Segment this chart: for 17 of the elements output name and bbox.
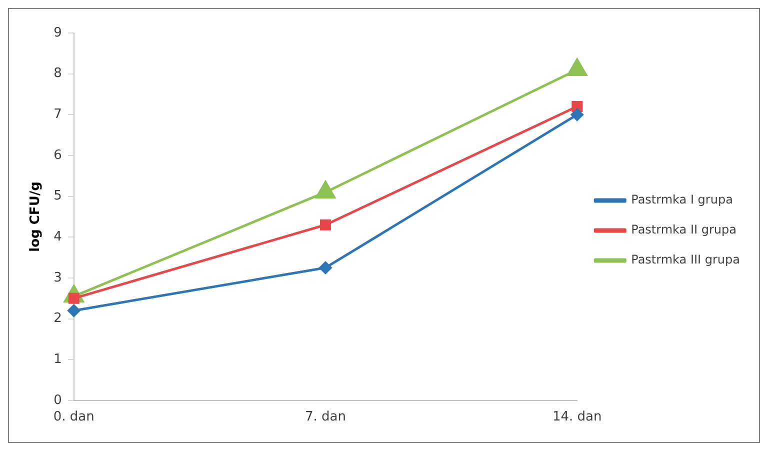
legend-label: Pastrmka II grupa (631, 222, 736, 237)
y-tick-label: 8 (54, 66, 62, 82)
y-tick-label: 4 (54, 229, 62, 244)
x-tick-label: 7. dan (304, 410, 346, 425)
y-tick-label: 7 (54, 107, 62, 122)
y-axis-title: log CFU/g (28, 182, 44, 252)
y-tick-label: 9 (54, 25, 62, 40)
x-tick-label: 0. dan (53, 410, 94, 425)
y-tick-label: 2 (54, 311, 62, 326)
y-tick-label: 5 (54, 188, 62, 204)
legend-label: Pastrmka I grupa (631, 192, 733, 207)
x-tick-label: 14. dan (552, 410, 602, 425)
y-tick-label: 0 (54, 392, 62, 408)
legend-label: Pastrmka III grupa (631, 252, 740, 267)
y-tick-label: 6 (54, 148, 62, 163)
y-tick-label: 3 (54, 270, 62, 286)
y-tick-label: 1 (54, 352, 62, 367)
